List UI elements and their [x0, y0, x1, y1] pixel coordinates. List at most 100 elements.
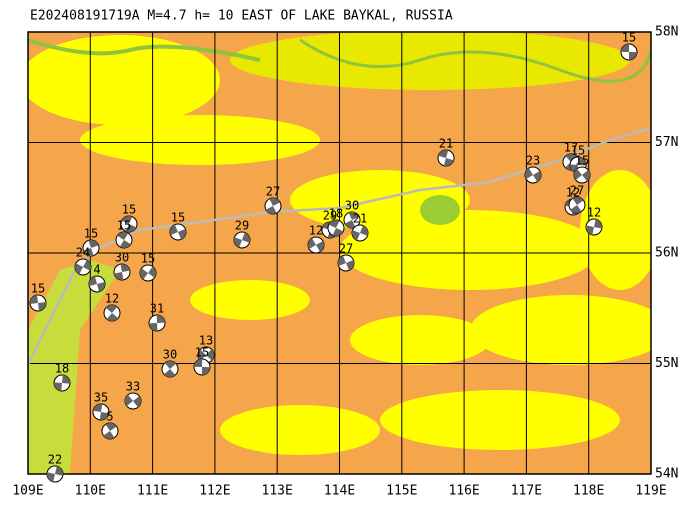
beachball-quadrant [438, 149, 454, 167]
beachball: 12 [585, 206, 603, 236]
depth-label: 15 [31, 282, 45, 296]
longitude-label: 117E [511, 484, 542, 499]
beachball-quadrant [103, 423, 117, 439]
depth-label: 15 [575, 154, 589, 168]
depth-label: 21 [439, 137, 453, 151]
depth-label: 15 [571, 144, 585, 158]
depth-label: 18 [329, 207, 343, 221]
longitude-label: 113E [262, 484, 293, 499]
beachball: 33 [124, 380, 142, 410]
depth-label: 31 [150, 302, 164, 316]
beachball-quadrant [574, 168, 590, 182]
beachball: 15 [169, 211, 187, 241]
depth-label: 12 [566, 186, 580, 200]
beachball-quadrant [570, 196, 584, 214]
beachball-quadrant [621, 44, 637, 60]
longitude-label: 119E [635, 484, 666, 499]
beachball-quadrant [121, 216, 137, 232]
depth-label: 30 [163, 348, 177, 362]
latitude-label: 56N [655, 246, 678, 261]
beachball: 23 [524, 154, 542, 184]
beachball-quadrant [117, 232, 131, 248]
longitude-label: 115E [386, 484, 417, 499]
depth-label: 15 [84, 227, 98, 241]
beachball: 24 [74, 246, 92, 276]
beachball-quadrant [54, 375, 70, 391]
beachball-quadrant [344, 212, 360, 228]
longitude-label: 110E [75, 484, 106, 499]
beachball: 15 [120, 203, 138, 233]
beachball-quadrant [328, 220, 344, 236]
beachball-quadrant [524, 168, 542, 182]
beachball: 29 [233, 219, 251, 249]
depth-label: 12 [105, 292, 119, 306]
beachball: 30 [113, 251, 131, 281]
beachball: 15 [29, 282, 47, 312]
depth-label: 15 [122, 203, 136, 217]
beachball-quadrant [149, 315, 165, 331]
depth-label: 15 [141, 252, 155, 266]
depth-label: 29 [235, 219, 249, 233]
beachball: 15 [573, 154, 591, 184]
beachball: 5 [101, 410, 119, 440]
depth-label: 22 [48, 453, 62, 467]
latitude-label: 54N [655, 467, 678, 482]
beachball: 30 [343, 199, 361, 229]
beachball-quadrant [125, 394, 141, 408]
beachball-quadrant [308, 238, 324, 252]
beachball-quadrant [47, 466, 63, 482]
depth-label: 15 [195, 346, 209, 360]
beachball-quadrant [164, 361, 176, 378]
longitude-label: 111E [137, 484, 168, 499]
latitude-label: 57N [655, 135, 678, 150]
beachball: 15 [620, 31, 638, 61]
beachball: 35 [92, 391, 110, 421]
depth-label: 4 [93, 263, 100, 277]
beachball-quadrant [169, 224, 186, 240]
map-title: E202408191719A M=4.7 h= 10 EAST OF LAKE … [30, 9, 453, 24]
beachball-quadrant [351, 225, 368, 241]
beachball-quadrant [338, 255, 355, 271]
longitude-label: 114E [324, 484, 355, 499]
depth-label: 12 [587, 206, 601, 220]
beachball: 15 [82, 227, 100, 257]
longitude-label: 109E [12, 484, 43, 499]
depth-label: 24 [76, 246, 90, 260]
beachball: 15 [139, 252, 157, 282]
depth-label: 30 [345, 199, 359, 213]
beachball: 18 [327, 207, 345, 237]
latitude-label: 55N [655, 356, 678, 371]
beachball: 12 [103, 292, 121, 322]
beachball: 15 [115, 219, 133, 249]
beachball-quadrant [89, 276, 105, 292]
depth-label: 13 [199, 334, 213, 348]
depth-label: 15 [117, 219, 131, 233]
beachball: 15 [193, 346, 211, 376]
depth-label: 17 [564, 141, 578, 155]
beachball: 27 [337, 242, 355, 272]
depth-label: 27 [266, 185, 280, 199]
beachball-quadrant [105, 305, 119, 321]
beachball: 27 [568, 184, 586, 214]
depth-label: 33 [126, 380, 140, 394]
map-frame [27, 31, 652, 475]
beachball-quadrant [197, 349, 214, 361]
beachball: 31 [148, 302, 166, 332]
beachball: 18 [53, 362, 71, 392]
beachball: 12 [307, 224, 325, 254]
depth-label: 23 [526, 154, 540, 168]
depth-label: 30 [115, 251, 129, 265]
depth-label: 5 [106, 410, 113, 424]
beachball-quadrant [265, 198, 281, 214]
beachball-quadrant [569, 157, 586, 173]
latitude-label: 58N [655, 25, 678, 40]
depth-label: 35 [94, 391, 108, 405]
depth-label: 18 [55, 362, 69, 376]
depth-label: 29 [323, 209, 337, 223]
beachball-quadrant [233, 232, 251, 248]
beachball-quadrant [30, 295, 46, 311]
beachball: 4 [88, 263, 106, 293]
